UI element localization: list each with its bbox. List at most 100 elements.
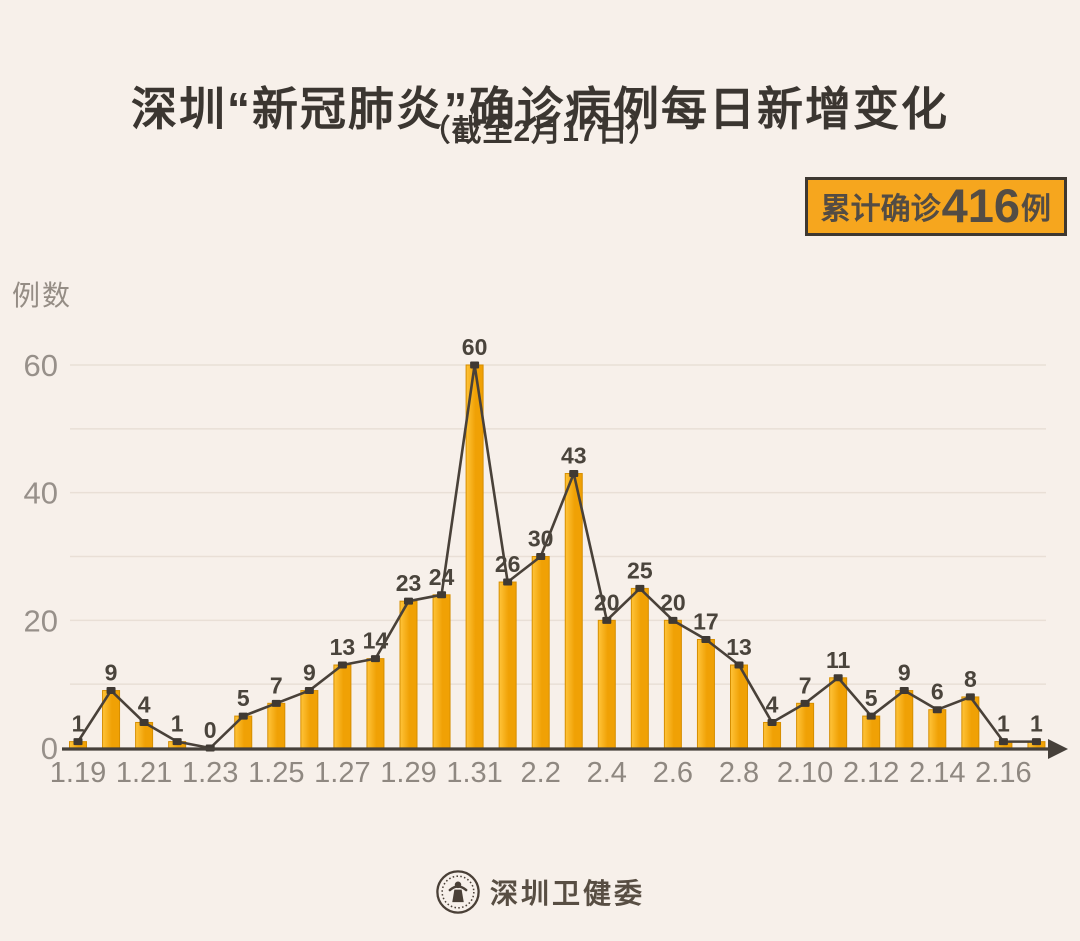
x-tick-2.2: 2.2 [521, 757, 561, 789]
bar-2.7 [696, 638, 715, 749]
value-label-2.16: 1 [997, 711, 1010, 737]
value-label-2.14: 6 [931, 679, 944, 705]
x-tick-1.19: 1.19 [50, 757, 106, 789]
data-point-1.26 [304, 687, 314, 695]
badge-unit: 例 [1021, 192, 1051, 226]
value-label-2.5: 25 [627, 557, 653, 583]
x-tick-2.8: 2.8 [719, 757, 759, 789]
data-point-1.24 [238, 712, 248, 720]
data-point-1.29 [404, 597, 413, 605]
data-point-2.5 [635, 584, 645, 592]
value-label-2.9: 4 [766, 691, 779, 717]
data-point-1.31 [470, 361, 480, 369]
value-label-2.3: 43 [561, 443, 587, 469]
value-label-2.17: 1 [1030, 711, 1043, 737]
bar-2.4 [597, 619, 616, 749]
x-tick-2.12: 2.12 [843, 757, 899, 789]
value-label-2.12: 5 [865, 685, 878, 711]
data-point-2.2 [536, 553, 546, 560]
value-label-1.24: 5 [237, 685, 250, 711]
x-tick-1.25: 1.25 [248, 757, 304, 789]
bar-1.31 [465, 364, 484, 749]
y-tick-0: 0 [41, 731, 58, 766]
value-label-2.8: 13 [726, 634, 752, 660]
bar-1.25 [267, 702, 286, 749]
bar-1.26 [300, 690, 319, 749]
trend-line [76, 363, 1037, 750]
data-point-2.4 [602, 616, 612, 624]
y-tick-20: 20 [24, 603, 58, 638]
value-label-1.20: 9 [105, 660, 118, 686]
value-label-2.11: 11 [826, 647, 851, 673]
y-tick-40: 40 [24, 476, 58, 511]
value-label-2.4: 20 [594, 589, 620, 615]
cumulative-total-badge: 累计确诊 416 例 [804, 177, 1067, 236]
page-title: 深圳“新冠肺炎”确诊病例每日新增变化 [131, 82, 949, 135]
value-label-2.13: 9 [898, 660, 911, 686]
badge-value: 416 [941, 179, 1020, 232]
bar-1.28 [366, 658, 385, 749]
value-label-1.27: 13 [330, 634, 356, 660]
shenzhen-health-commission-logo [436, 870, 480, 914]
data-point-1.25 [271, 699, 281, 707]
data-point-2.7 [701, 635, 711, 643]
bar-2.3 [564, 473, 583, 749]
badge-label: 累计确诊 [820, 192, 941, 226]
data-point-2.9 [767, 718, 777, 726]
data-point-1.22 [172, 738, 182, 746]
data-point-2.8 [734, 661, 744, 669]
data-point-2.14 [932, 706, 942, 714]
x-tick-1.23: 1.23 [182, 757, 238, 789]
value-label-1.23: 0 [204, 717, 217, 743]
x-tick-1.27: 1.27 [314, 757, 370, 789]
data-point-2.3 [569, 470, 579, 478]
x-tick-2.6: 2.6 [653, 757, 693, 789]
x-tick-1.31: 1.31 [446, 757, 502, 789]
data-point-2.15 [965, 693, 975, 701]
data-point-2.17 [1031, 738, 1041, 746]
y-tick-60: 60 [24, 348, 58, 383]
bar-2.14 [928, 709, 947, 749]
source-name: 深圳卫健委 [489, 878, 645, 909]
value-label-2.6: 20 [660, 589, 686, 615]
bar-2.2 [531, 556, 550, 749]
y-axis-title: 例数 [12, 280, 73, 311]
bar-2.10 [796, 702, 815, 749]
data-point-1.27 [337, 661, 347, 669]
bar-2.12 [862, 715, 881, 749]
value-label-2.1: 26 [495, 551, 521, 577]
bar-1.27 [333, 664, 352, 749]
x-tick-1.29: 1.29 [380, 757, 436, 789]
value-label-1.30: 24 [429, 564, 455, 590]
value-label-2.7: 17 [693, 608, 719, 634]
data-point-1.21 [139, 718, 149, 726]
data-point-2.13 [899, 687, 909, 695]
bar-2.11 [829, 677, 848, 749]
data-point-1.28 [370, 655, 380, 663]
data-point-1.30 [437, 591, 447, 599]
data-point-2.11 [833, 674, 843, 682]
bar-2.9 [763, 721, 782, 749]
x-tick-2.14: 2.14 [909, 757, 965, 789]
source-footer: 深圳卫健委 [0, 869, 1080, 915]
x-tick-2.16: 2.16 [975, 757, 1031, 789]
bar-2.1 [498, 581, 517, 749]
data-point-2.6 [668, 616, 678, 624]
page-subtitle: （截至2月17日） [420, 115, 660, 148]
bar-2.5 [630, 587, 649, 749]
x-axis-arrow [1048, 739, 1068, 759]
bar-1.30 [432, 594, 451, 749]
data-point-2.16 [998, 738, 1008, 746]
value-label-1.31: 60 [462, 334, 488, 360]
x-tick-2.10: 2.10 [777, 757, 833, 789]
value-label-1.22: 1 [171, 711, 184, 737]
value-label-1.25: 7 [270, 672, 283, 698]
value-label-2.10: 7 [799, 672, 812, 698]
value-label-1.26: 9 [303, 660, 316, 686]
value-label-2.2: 30 [528, 526, 554, 552]
value-label-1.29: 23 [396, 570, 422, 596]
value-label-2.15: 8 [964, 666, 977, 692]
data-point-1.19 [73, 738, 83, 746]
